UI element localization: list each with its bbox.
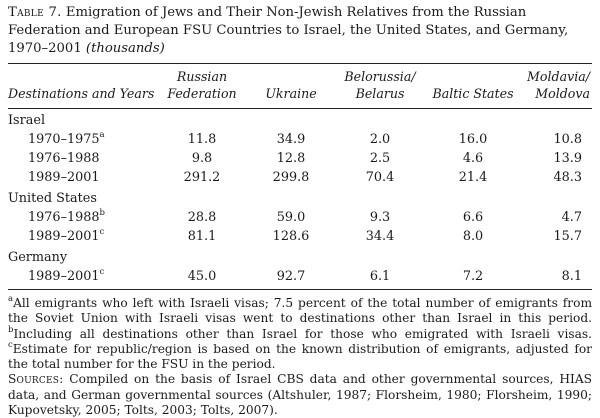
cell-value: 4.6 xyxy=(462,151,484,166)
cell-value: 59.0 xyxy=(276,210,306,225)
header-row: Destinations and Years Russian Federatio… xyxy=(8,64,592,108)
group-row: Germany xyxy=(8,246,592,267)
row-label: 1976–1988 xyxy=(8,149,156,168)
row-years: 1970–1975 xyxy=(28,132,100,147)
table-title: Emigration of Jews and Their Non-Jewish … xyxy=(8,5,569,56)
header-moldova-line2: Moldova xyxy=(535,86,590,101)
top-rule xyxy=(8,63,592,64)
footnote-b-mark: b xyxy=(8,324,14,335)
row-years: 1976–1988 xyxy=(28,151,100,166)
row-footnote-mark: b xyxy=(99,207,105,218)
header-destinations: Destinations and Years xyxy=(8,86,155,101)
table-row: 1989–2001c 81.1 128.6 34.4 8.0 15.7 xyxy=(8,227,592,246)
table-notes: aAll emigrants who left with Israeli vis… xyxy=(8,293,592,418)
cell-value: 2.5 xyxy=(369,151,391,166)
footnote-a: All emigrants who left with Israeli visa… xyxy=(8,296,592,326)
footnote-c: Estimate for republic/region is based on… xyxy=(8,341,592,372)
row-label: 1989–2001c xyxy=(8,267,156,286)
row-label: 1989–2001c xyxy=(8,227,156,246)
cell-value: 92.7 xyxy=(276,269,306,284)
cell-value: 128.6 xyxy=(272,229,310,244)
row-years: 1989–2001 xyxy=(28,269,100,284)
row-footnote-mark: a xyxy=(99,129,105,140)
cell-value: 34.9 xyxy=(276,132,306,147)
cell-value: 299.8 xyxy=(272,170,310,185)
cell-value: 28.8 xyxy=(187,210,217,225)
group-row: United States xyxy=(8,187,592,208)
group-label: United States xyxy=(8,191,97,206)
table-unit: (thousands) xyxy=(85,41,165,56)
table-number: Table 7. xyxy=(8,5,62,20)
cell-value: 13.9 xyxy=(553,151,583,166)
cell-value: 11.8 xyxy=(187,132,217,147)
table-row: 1989–2001c 45.0 92.7 6.1 7.2 8.1 xyxy=(8,267,592,286)
footnote-a-mark: a xyxy=(8,293,14,304)
footnote-c-mark: c xyxy=(8,339,13,350)
cell-value: 2.0 xyxy=(369,132,391,147)
row-label: 1989–2001 xyxy=(8,168,156,187)
cell-value: 81.1 xyxy=(187,229,217,244)
bottom-rule xyxy=(8,289,592,290)
cell-value: 4.7 xyxy=(561,210,582,225)
sources-label: Sources: xyxy=(8,372,64,387)
cell-value: 45.0 xyxy=(187,269,217,284)
header-russian-line2: Federation xyxy=(167,86,237,101)
header-moldova-line1: Moldavia/ xyxy=(527,69,590,84)
header-baltic-states: Baltic States xyxy=(432,86,514,101)
cell-value: 9.8 xyxy=(191,151,213,166)
row-years: 1989–2001 xyxy=(28,170,100,185)
row-years: 1989–2001 xyxy=(28,229,100,244)
row-label: 1970–1975a xyxy=(8,130,156,149)
header-belarus-line1: Belorussia/ xyxy=(344,69,416,84)
row-footnote-mark: c xyxy=(99,266,105,277)
header-russian-line1: Russian xyxy=(176,69,228,84)
cell-value: 16.0 xyxy=(458,132,488,147)
cell-value: 6.6 xyxy=(462,210,484,225)
table-row: 1970–1975a 11.8 34.9 2.0 16.0 10.8 xyxy=(8,130,592,149)
cell-value: 6.1 xyxy=(369,269,391,284)
header-moldova: Moldavia/ Moldova xyxy=(520,64,592,108)
header-rule xyxy=(8,108,592,109)
row-years: 1976–1988 xyxy=(28,210,100,225)
cell-value: 8.0 xyxy=(462,229,484,244)
table-body: Israel 1970–1975a 11.8 34.9 2.0 16.0 10.8 1976–… xyxy=(8,109,592,286)
cell-value: 291.2 xyxy=(183,170,221,185)
group-label: Germany xyxy=(8,250,68,265)
header-ukraine: Ukraine xyxy=(265,86,317,101)
cell-value: 12.8 xyxy=(276,151,306,166)
table-row: 1989–2001 291.2 299.8 70.4 21.4 48.3 xyxy=(8,168,592,187)
table-row: 1976–1988 9.8 12.8 2.5 4.6 13.9 xyxy=(8,149,592,168)
sources-text: Compiled on the basis of Israel CBS data… xyxy=(8,372,592,418)
table-row: 1976–1988b 28.8 59.0 9.3 6.6 4.7 xyxy=(8,208,592,227)
table-page: Table 7. Emigration of Jews and Their No… xyxy=(8,0,592,418)
cell-value: 21.4 xyxy=(458,170,488,185)
cell-value: 8.1 xyxy=(561,269,582,284)
header-belarus-line2: Belarus xyxy=(355,86,405,101)
row-label: 1976–1988b xyxy=(8,208,156,227)
header-russian-federation: Russian Federation xyxy=(156,64,248,108)
row-footnote-mark: c xyxy=(99,226,105,237)
cell-value: 9.3 xyxy=(369,210,391,225)
group-row: Israel xyxy=(8,109,592,130)
cell-value: 10.8 xyxy=(553,132,583,147)
footnote-b: Including all destinations other than Is… xyxy=(13,326,592,341)
header-belarus: Belorussia/ Belarus xyxy=(334,64,426,108)
cell-value: 70.4 xyxy=(365,170,395,185)
group-label: Israel xyxy=(8,113,46,128)
cell-value: 7.2 xyxy=(462,269,484,284)
cell-value: 34.4 xyxy=(365,229,395,244)
table-caption: Table 7. Emigration of Jews and Their No… xyxy=(8,4,592,58)
cell-value: 15.7 xyxy=(553,229,583,244)
emigration-table: Destinations and Years Russian Federatio… xyxy=(8,64,592,286)
cell-value: 48.3 xyxy=(553,170,583,185)
